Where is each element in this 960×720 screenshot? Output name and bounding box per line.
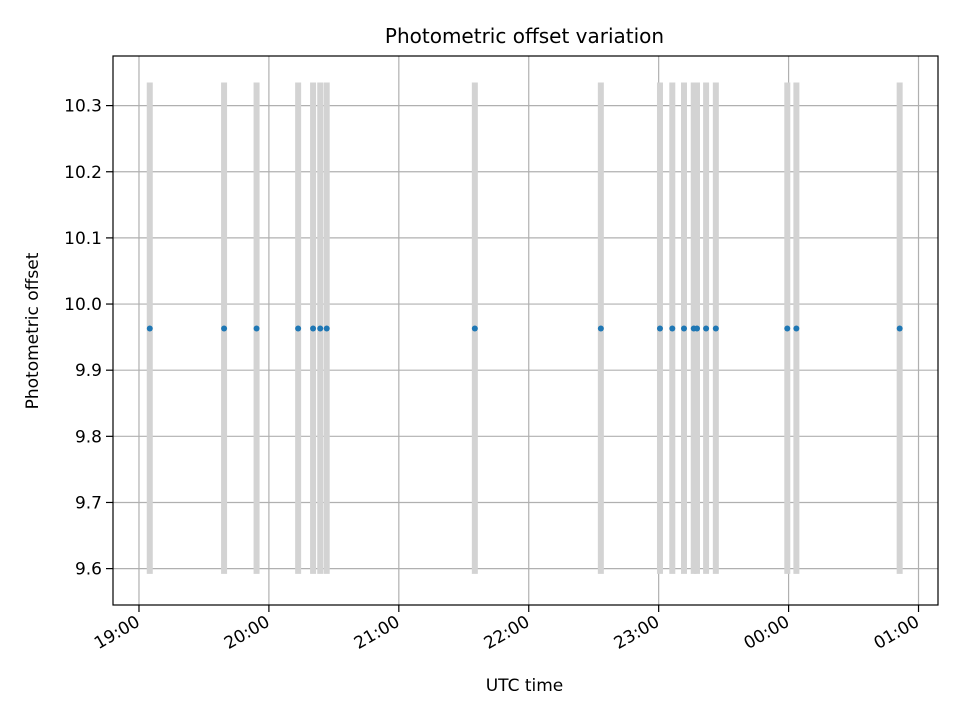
data-point — [221, 325, 228, 332]
y-tick-label: 10.0 — [64, 295, 102, 315]
data-point — [896, 325, 903, 332]
data-point — [295, 325, 302, 332]
y-tick-label: 9.9 — [75, 361, 102, 381]
data-point — [310, 325, 317, 332]
y-tick-label: 9.6 — [75, 560, 102, 580]
data-point — [656, 325, 663, 332]
data-point — [146, 325, 153, 332]
y-tick-label: 9.7 — [75, 493, 102, 513]
data-point — [712, 325, 719, 332]
data-point — [703, 325, 710, 332]
data-points — [146, 325, 903, 332]
y-axis-label: Photometric offset — [23, 252, 43, 409]
data-point — [317, 325, 324, 332]
data-point — [323, 325, 330, 332]
data-point — [681, 325, 688, 332]
y-tick-label: 10.3 — [64, 97, 102, 117]
data-point — [784, 325, 791, 332]
y-tick-label: 9.8 — [75, 427, 102, 447]
plot-frame — [112, 55, 939, 606]
x-axis-label: UTC time — [486, 676, 564, 696]
data-point — [471, 325, 478, 332]
data-point — [693, 325, 700, 332]
data-point — [597, 325, 604, 332]
data-point — [253, 325, 260, 332]
y-tick-label: 10.2 — [64, 163, 102, 183]
y-tick-label: 10.1 — [64, 229, 102, 249]
chart-title: Photometric offset variation — [385, 24, 664, 48]
data-point — [793, 325, 800, 332]
data-point — [669, 325, 676, 332]
